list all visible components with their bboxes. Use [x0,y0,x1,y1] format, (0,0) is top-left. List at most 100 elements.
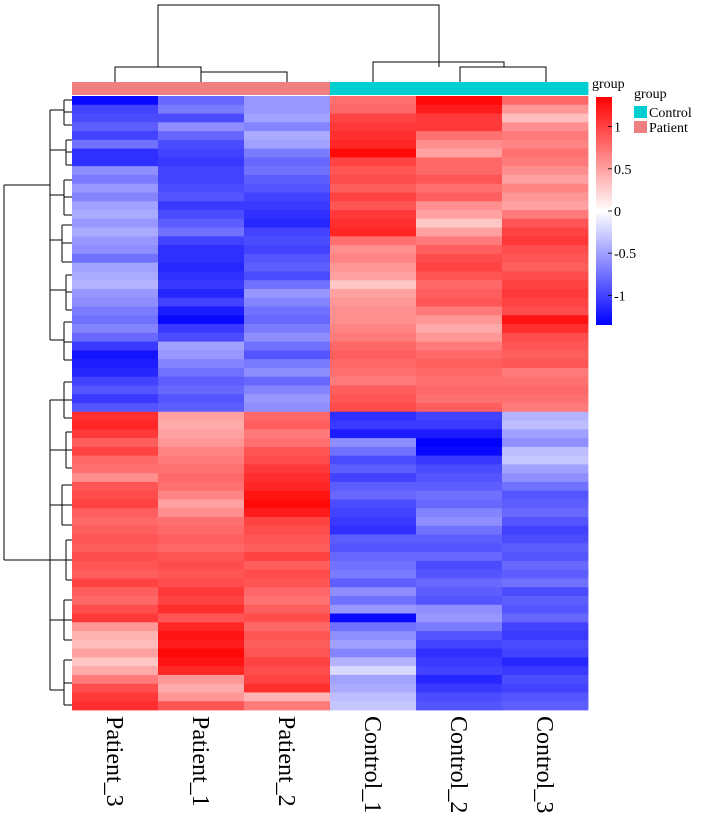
heatmap-cell [502,517,589,527]
color-scale: 1 0.5 0 -0.5 -1 [596,97,636,325]
heatmap-cell [416,420,503,430]
heatmap-cell [330,666,417,676]
heatmap-cell [72,341,159,351]
heatmap-cell [416,429,503,439]
heatmap-cell [502,122,589,132]
heatmap-cell [330,113,417,123]
heatmap-cell [330,683,417,693]
heatmap-cell [330,297,417,307]
heatmap-cell [158,622,245,632]
annotation-label: group [592,77,625,92]
column-label: Control_1 [359,716,385,813]
heatmap-cell [244,315,331,325]
heatmap-cell [72,613,159,623]
heatmap-cell [158,288,245,299]
heatmap-cell [330,306,417,316]
heatmap-cell [158,490,245,500]
heatmap-cell [72,595,159,606]
column-label: Control_2 [445,716,471,813]
heatmap-cell [502,350,589,360]
heatmap-cell [244,139,331,150]
annotation-cell-control [416,82,503,95]
heatmap-cell [416,631,503,641]
heatmap-cell [330,701,417,711]
heatmap-cell [330,192,417,202]
heatmap-cell [502,534,589,544]
heatmap-cell [416,306,503,316]
heatmap-cell [416,543,503,553]
heatmap-cell [244,394,331,404]
heatmap-cell [244,674,331,685]
heatmap-cell [158,666,245,676]
heatmap-cell [502,288,589,299]
heatmap-cell [158,297,245,307]
heatmap-cell [158,517,245,527]
heatmap-cell [502,552,589,562]
heatmap-cell [330,420,417,430]
heatmap-cell [72,411,159,421]
heatmap-cell [72,350,159,360]
heatmap-cell [416,639,503,649]
heatmap-cell [72,552,159,562]
heatmap-cell [158,315,245,325]
heatmap-cell [72,113,159,123]
color-scale-tick-label: 0.5 [614,163,632,178]
heatmap-cell [72,429,159,439]
heatmap-cell [244,297,331,307]
heatmap-cell [502,192,589,202]
heatmap-cell [158,324,245,334]
heatmap-cell [502,96,589,106]
heatmap-cell [502,683,589,693]
heatmap-cell [158,174,245,185]
heatmap-cell [72,394,159,404]
heatmap-cell [72,262,159,272]
heatmap-cell [330,227,417,237]
heatmap-cell [502,341,589,351]
heatmap-cell [158,657,245,667]
heatmap-cell [502,508,589,518]
heatmap-cell [72,499,159,509]
heatmap-cell [158,183,245,193]
heatmap-cell [502,262,589,272]
heatmap-cell [244,262,331,272]
heatmap-cell [244,271,331,281]
heatmap-cell [502,367,589,378]
heatmap-cell [330,315,417,325]
heatmap-cell [72,622,159,632]
heatmap-cell [158,306,245,316]
heatmap-cell [244,666,331,676]
heatmap-cell [416,174,503,185]
heatmap-cell [158,455,245,465]
heatmap-cell [416,183,503,193]
heatmap-cell [244,113,331,123]
heatmap-cell [158,139,245,150]
heatmap-cell [502,631,589,641]
heatmap-cell [72,192,159,202]
heatmap-cell [244,701,331,711]
heatmap-cell [416,569,503,579]
heatmap-cell [416,166,503,176]
color-scale-tick-label: -0.5 [614,247,636,262]
heatmap-cell [244,578,331,588]
heatmap-cell [244,473,331,483]
legend-swatch-control [634,106,647,118]
heatmap-cell [502,420,589,430]
heatmap-cell [72,288,159,299]
heatmap-cell [330,288,417,299]
heatmap-cell [330,481,417,492]
heatmap-cell [416,341,503,351]
heatmap-cell [416,332,503,342]
heatmap-cell [72,587,159,597]
heatmap-cell [502,183,589,193]
heatmap-cell [158,446,245,457]
heatmap-cell [416,587,503,597]
heatmap-cell [244,622,331,632]
heatmap-cell [72,227,159,237]
heatmap-cell [158,332,245,342]
heatmap-cell [502,446,589,457]
heatmap-cell [330,622,417,632]
heatmap-cell [502,385,589,395]
heatmap-cell [244,227,331,237]
heatmap-cell [502,210,589,220]
